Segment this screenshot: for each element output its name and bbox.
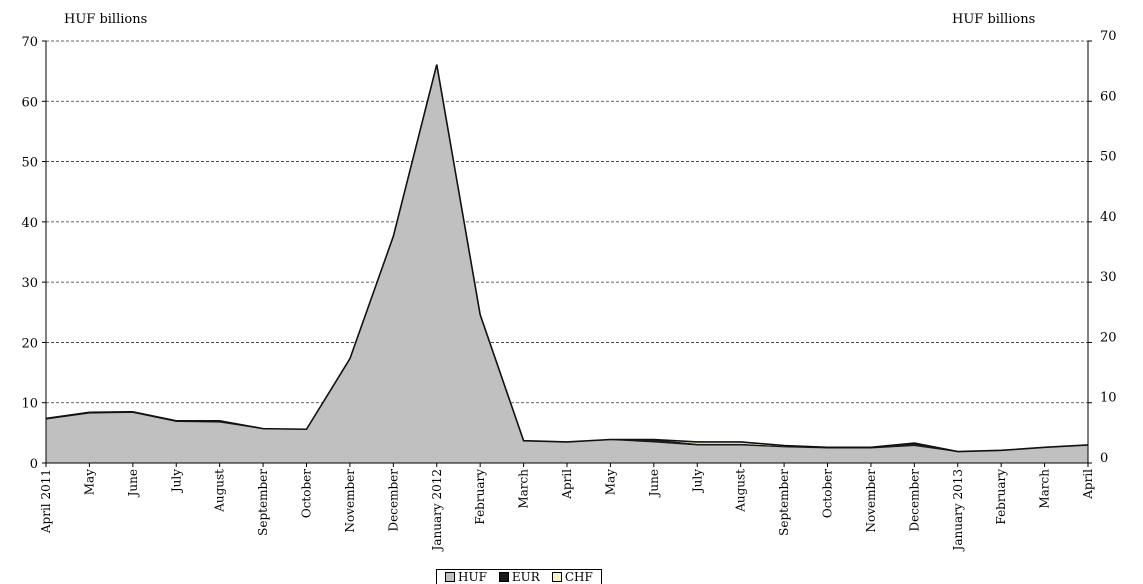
legend-item-huf: HUF <box>445 570 487 584</box>
x-tick-label: September <box>777 469 791 536</box>
x-tick-label: April 2011 <box>39 469 53 534</box>
y-tick-label-right: 50 <box>1100 150 1117 165</box>
legend-label-huf: HUF <box>458 570 487 584</box>
x-tick-label: November <box>864 469 878 533</box>
y-tick-label-left: 60 <box>21 95 38 110</box>
x-tick-label: June <box>126 469 140 498</box>
area-eur <box>46 64 1088 453</box>
x-tick-label: June <box>647 469 661 498</box>
y-tick-label-right: 10 <box>1100 391 1117 406</box>
legend-label-chf: CHF <box>564 570 593 584</box>
x-tick-label: December <box>907 469 921 532</box>
y-tick-label-left: 70 <box>21 35 38 50</box>
x-tick-label: December <box>386 469 400 532</box>
x-tick-label: July <box>169 469 183 494</box>
x-tick-label: March <box>517 469 531 509</box>
x-tick-label: October <box>821 469 835 518</box>
y-tick-label-right: 30 <box>1100 270 1117 285</box>
x-tick-label: January 2012 <box>430 469 444 552</box>
x-tick-label: February <box>473 469 487 525</box>
x-tick-label: April <box>1081 469 1095 500</box>
area-huf <box>46 65 1088 463</box>
legend-swatch-eur <box>498 572 509 582</box>
x-tick-label: August <box>213 469 227 513</box>
area-chf <box>46 64 1088 452</box>
left-axis-title: HUF billions <box>64 12 148 27</box>
legend-item-chf: CHF <box>551 570 593 584</box>
x-tick-label: April <box>560 469 574 500</box>
legend-item-eur: EUR <box>498 570 540 584</box>
y-tick-label-left: 20 <box>21 336 38 351</box>
y-tick-label-right: 60 <box>1100 89 1117 104</box>
y-tick-label-right: 70 <box>1100 29 1117 44</box>
y-tick-label-left: 30 <box>21 276 38 291</box>
x-tick-label: March <box>1038 469 1052 509</box>
x-tick-label: July <box>690 469 704 494</box>
y-tick-label-left: 10 <box>21 397 38 412</box>
x-tick-label: August <box>734 469 748 513</box>
x-tick-label: January 2013 <box>951 469 965 552</box>
y-tick-label-left: 40 <box>21 216 38 231</box>
x-tick-label: November <box>343 469 357 533</box>
legend: HUF EUR CHF <box>436 569 602 584</box>
legend-swatch-chf <box>551 572 562 582</box>
y-tick-label-left: 50 <box>21 156 38 171</box>
stack-outline <box>45 64 1089 453</box>
x-tick-label: February <box>994 469 1008 525</box>
x-tick-label: May <box>82 469 96 495</box>
legend-swatch-huf <box>445 572 455 582</box>
y-tick-label-right: 20 <box>1100 330 1117 345</box>
y-tick-label-left: 0 <box>30 457 38 472</box>
legend-label-eur: EUR <box>511 570 540 584</box>
y-tick-label-right: 40 <box>1100 210 1117 225</box>
y-tick-label-right: 0 <box>1100 451 1108 466</box>
x-tick-label: September <box>256 469 270 536</box>
x-tick-label: May <box>603 469 617 495</box>
right-axis-title: HUF billions <box>952 12 1036 27</box>
x-tick-label: October <box>300 469 314 518</box>
